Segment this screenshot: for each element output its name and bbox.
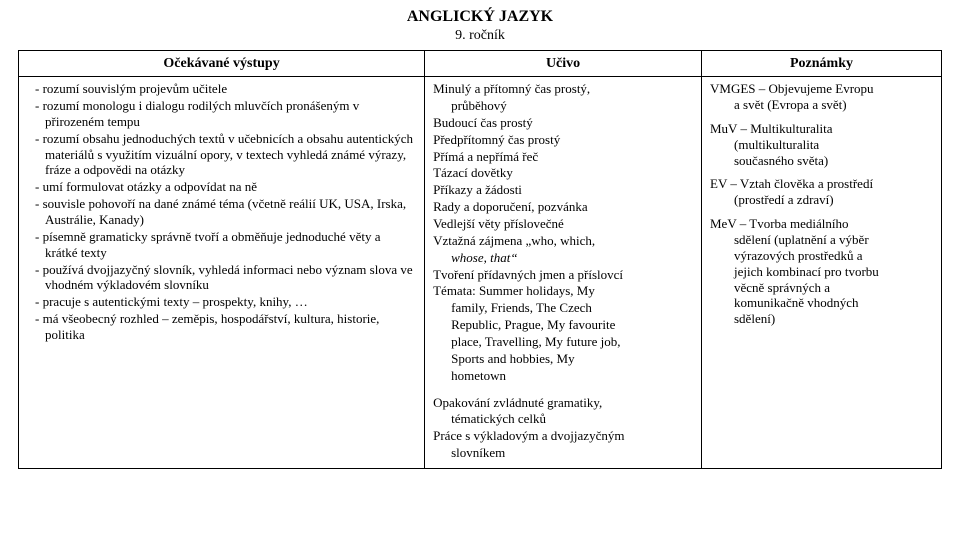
ucivo-line: Vztažná zájmena „who, which, <box>433 233 693 249</box>
ucivo-line: hometown <box>433 368 693 384</box>
note-line: komunikačně vhodných <box>710 295 933 311</box>
list-item: umí formulovat otázky a odpovídat na ně <box>27 179 416 195</box>
header-notes: Poznámky <box>702 51 942 77</box>
ucivo-line: Opakování zvládnuté gramatiky, <box>433 395 693 411</box>
header-outcomes: Očekávané výstupy <box>19 51 425 77</box>
ucivo-line: Práce s výkladovým a dvojjazyčným <box>433 428 693 444</box>
ucivo-line: průběhový <box>433 98 693 114</box>
outcomes-list: rozumí souvislým projevům učitele rozumí… <box>27 81 416 343</box>
list-item: pracuje s autentickými texty – prospekty… <box>27 294 416 310</box>
ucivo-line: Tázací dovětky <box>433 165 693 181</box>
header-content: Učivo <box>425 51 702 77</box>
note-line: a svět (Evropa a svět) <box>710 97 933 113</box>
note-line: sdělení) <box>710 311 933 327</box>
ucivo-line: Sports and hobbies, My <box>433 351 693 367</box>
cell-content: Minulý a přítomný čas prostý, průběhový … <box>425 77 702 469</box>
list-item: používá dvojjazyčný slovník, vyhledá inf… <box>27 262 416 294</box>
note-line: věcně správných a <box>710 280 933 296</box>
note-line: (multikulturalita <box>710 137 933 153</box>
ucivo-line: Přímá a nepřímá řeč <box>433 149 693 165</box>
ucivo-line: Budoucí čas prostý <box>433 115 693 131</box>
curriculum-table: Očekávané výstupy Učivo Poznámky rozumí … <box>18 50 942 469</box>
ucivo-line: Rady a doporučení, pozvánka <box>433 199 693 215</box>
note-block: VMGES – Objevujeme Evropu a svět (Evropa… <box>710 81 933 113</box>
ucivo-line: Vedlejší věty příslovečné <box>433 216 693 232</box>
note-line: současného světa) <box>710 153 933 169</box>
note-line: (prostředí a zdraví) <box>710 192 933 208</box>
ucivo-line: Republic, Prague, My favourite <box>433 317 693 333</box>
ucivo-line: Tvoření přídavných jmen a příslovcí <box>433 267 693 283</box>
list-item: rozumí souvislým projevům učitele <box>27 81 416 97</box>
list-item: rozumí monologu i dialogu rodilých mluvč… <box>27 98 416 130</box>
list-item: má všeobecný rozhled – zeměpis, hospodář… <box>27 311 416 343</box>
table-header-row: Očekávané výstupy Učivo Poznámky <box>19 51 942 77</box>
note-line: MuV – Multikulturalita <box>710 121 933 137</box>
ucivo-line: family, Friends, The Czech <box>433 300 693 316</box>
note-line: sdělení (uplatnění a výběr <box>710 232 933 248</box>
cell-outcomes: rozumí souvislým projevům učitele rozumí… <box>19 77 425 469</box>
ucivo-line: Minulý a přítomný čas prostý, <box>433 81 693 97</box>
list-item: souvisle pohovoří na dané známé téma (vč… <box>27 196 416 228</box>
list-item: písemně gramaticky správně tvoří a obměň… <box>27 229 416 261</box>
table-body-row: rozumí souvislým projevům učitele rozumí… <box>19 77 942 469</box>
note-block: EV – Vztah člověka a prostředí (prostřed… <box>710 176 933 208</box>
note-line: MeV – Tvorba mediálního <box>710 216 933 232</box>
cell-notes: VMGES – Objevujeme Evropu a svět (Evropa… <box>702 77 942 469</box>
page-subtitle: 9. ročník <box>18 28 942 44</box>
ucivo-line: whose, that“ <box>433 250 693 266</box>
note-block: MuV – Multikulturalita (multikulturalita… <box>710 121 933 169</box>
ucivo-line: Příkazy a žádosti <box>433 182 693 198</box>
note-line: jejich kombinací pro tvorbu <box>710 264 933 280</box>
note-line: VMGES – Objevujeme Evropu <box>710 81 933 97</box>
ucivo-line: Předpřítomný čas prostý <box>433 132 693 148</box>
page-title: ANGLICKÝ JAZYK <box>18 8 942 26</box>
curriculum-page: ANGLICKÝ JAZYK 9. ročník Očekávané výstu… <box>0 0 960 477</box>
note-line: EV – Vztah člověka a prostředí <box>710 176 933 192</box>
ucivo-line: place, Travelling, My future job, <box>433 334 693 350</box>
note-line: výrazových prostředků a <box>710 248 933 264</box>
note-block: MeV – Tvorba mediálního sdělení (uplatně… <box>710 216 933 327</box>
ucivo-line: tématických celků <box>433 411 693 427</box>
ucivo-line: slovníkem <box>433 445 693 461</box>
ucivo-line: Témata: Summer holidays, My <box>433 283 693 299</box>
list-item: rozumí obsahu jednoduchých textů v učebn… <box>27 131 416 179</box>
spacer <box>433 385 693 395</box>
